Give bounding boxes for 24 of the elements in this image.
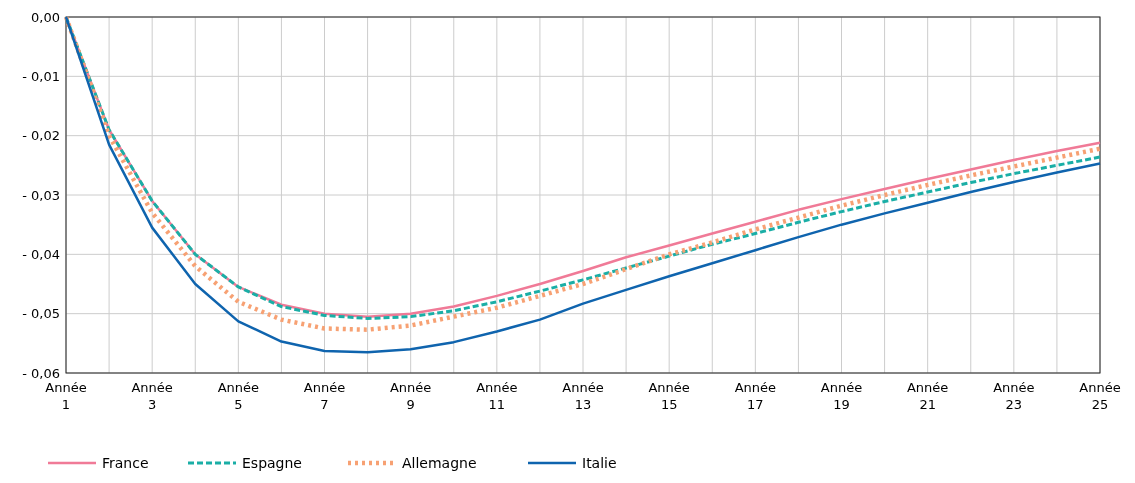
x-tick-label: Année 3 [131, 380, 173, 412]
y-tick-label: 0,00 [31, 9, 60, 25]
x-tick-label: Année 5 [217, 380, 260, 412]
x-tick-label: Année 15 [648, 380, 690, 412]
y-tick-label: - 0,05 [22, 306, 60, 322]
legend-label: Espagne [242, 454, 302, 471]
x-tick-label: Année 11 [476, 380, 518, 412]
x-tick-label: Année 25 [1079, 380, 1121, 412]
legend-label: Allemagne [402, 454, 477, 471]
legend-label: Italie [582, 454, 617, 471]
x-tick-label: Année 19 [820, 380, 863, 412]
y-tick-label: - 0,01 [22, 68, 60, 84]
x-tick-label: Année 23 [993, 380, 1035, 412]
x-tick-label: Année 1 [45, 380, 87, 412]
y-tick-label: - 0,02 [22, 128, 60, 144]
x-tick-label: Année 9 [389, 380, 432, 412]
y-tick-label: - 0,04 [22, 246, 60, 262]
x-tick-label: Année 7 [303, 380, 346, 412]
x-tick-label: Année 21 [906, 380, 949, 412]
y-tick-label: - 0,06 [22, 365, 60, 381]
x-tick-label: Année 13 [562, 380, 604, 412]
x-tick-label: Année 17 [734, 380, 777, 412]
y-tick-label: - 0,03 [22, 187, 60, 203]
legend-label: France [102, 454, 149, 471]
